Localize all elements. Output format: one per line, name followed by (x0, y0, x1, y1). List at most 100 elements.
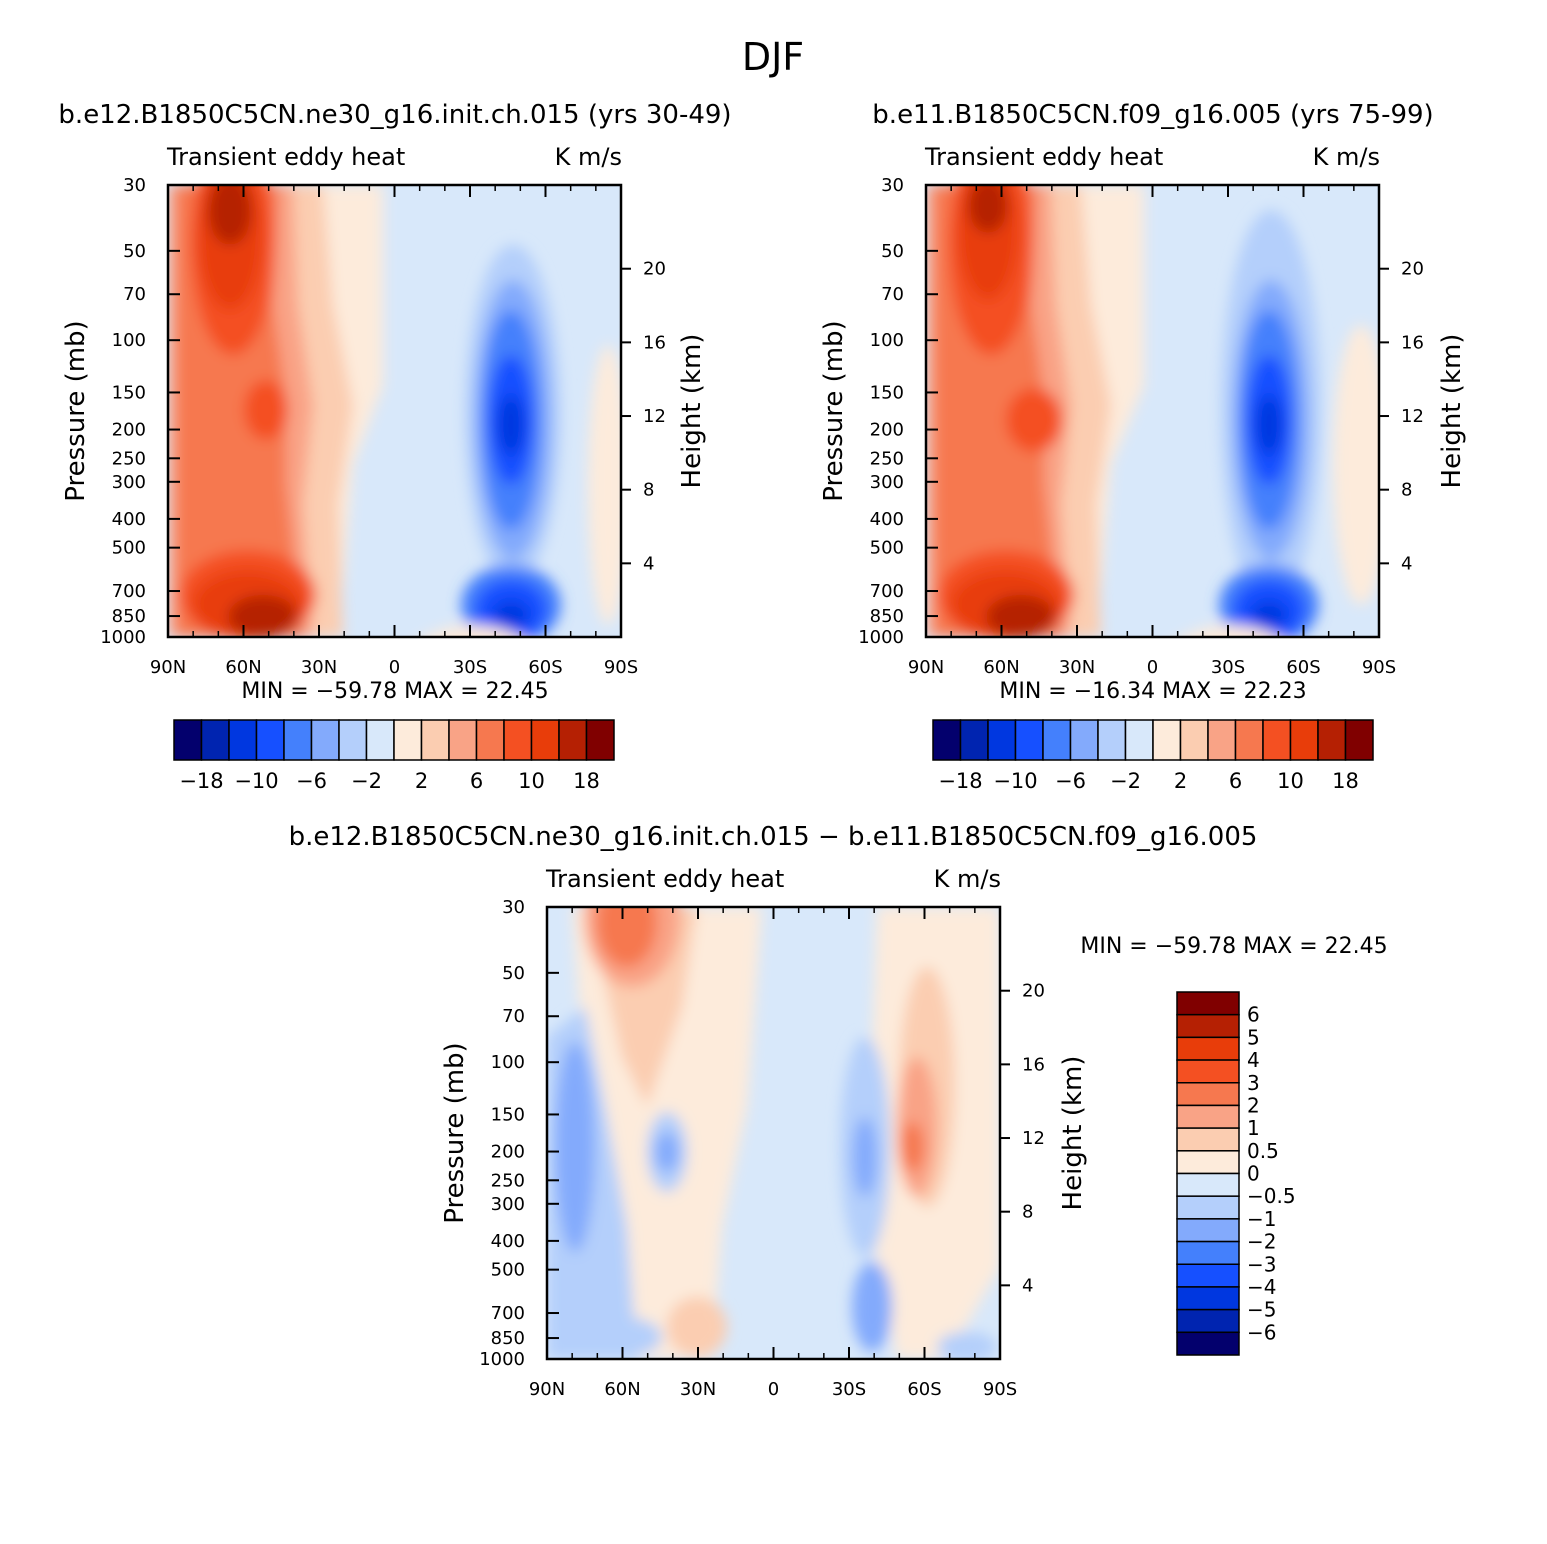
panel-3-variable-label: Transient eddy heat (545, 865, 784, 893)
panel-1-stats: MIN = −59.78 MAX = 22.45 (241, 679, 548, 704)
colorbar-swatch (530, 719, 560, 761)
y-tick-label: 100 (112, 330, 146, 351)
y2-tick-label: 8 (1401, 480, 1412, 501)
y2-tick-label: 16 (1401, 332, 1424, 353)
panel-2-axes: 90N 60N 30N 0 30S 60S 90S 30 50 70 100 150 200 250 300… (858, 175, 1424, 678)
colorbar-label: −2 (1110, 769, 1141, 793)
colorbar-label: 0 (1247, 1162, 1260, 1186)
colorbar-swatch (1152, 719, 1182, 761)
x-tick-label: 60N (225, 657, 261, 678)
x-tick-label: 90N (908, 657, 944, 678)
panel-2-variable-label: Transient eddy heat (924, 143, 1163, 171)
x-tick-label: 30N (680, 1379, 716, 1400)
panel-1-variable-label: Transient eddy heat (166, 143, 405, 171)
y-tick-label: 300 (491, 1194, 525, 1215)
x-tick-label: 90N (529, 1379, 565, 1400)
colorbar-swatch (959, 719, 989, 761)
x-tick-label: 30S (832, 1379, 866, 1400)
colorbar-swatch (1176, 1127, 1240, 1152)
x-tick-label: 60S (907, 1379, 941, 1400)
y2-tick-label: 20 (1401, 259, 1424, 280)
y2-tick-label: 12 (1022, 1128, 1045, 1149)
colorbar-swatch (475, 719, 505, 761)
y2-tick-label: 4 (1022, 1275, 1033, 1296)
x-tick-label: 0 (389, 657, 400, 678)
colorbar-label: 3 (1247, 1071, 1260, 1095)
colorbar-swatch (932, 719, 962, 761)
y2-tick-label: 16 (643, 332, 666, 353)
y-tick-label: 700 (112, 581, 146, 602)
panel-2-y-axis-title: Pressure (mb) (819, 320, 849, 501)
x-tick-label: 90S (604, 657, 638, 678)
colorbar-swatch (1176, 1172, 1240, 1197)
x-tick-label: 90N (150, 657, 186, 678)
colorbar-swatch (1234, 719, 1264, 761)
y-tick-label: 300 (112, 472, 146, 493)
panel-1-field (168, 185, 621, 637)
colorbar-swatch (283, 719, 313, 761)
panel-2-stats: MIN = −16.34 MAX = 22.23 (999, 679, 1306, 704)
panel-1-y2-axis-title: Height (km) (677, 334, 707, 489)
colorbar-swatch (1042, 719, 1072, 761)
x-tick-label: 30S (1211, 657, 1245, 678)
colorbar-swatch (1176, 1218, 1240, 1243)
colorbar-swatch (1176, 1036, 1240, 1061)
y-tick-label: 100 (870, 330, 904, 351)
colorbar-swatch (200, 719, 230, 761)
panel-1-title: b.e12.B1850C5CN.ne30_g16.init.ch.015 (yr… (58, 100, 731, 130)
y-tick-label: 250 (112, 448, 146, 469)
colorbar-label: 6 (470, 769, 483, 793)
panel-3-units-label: K m/s (934, 865, 1001, 893)
y-tick-label: 400 (491, 1231, 525, 1252)
panel-2-field (926, 185, 1379, 637)
y-tick-label: 30 (881, 175, 904, 196)
y-tick-label: 70 (123, 284, 146, 305)
y-tick-label: 500 (112, 538, 146, 559)
colorbar-label: −5 (1247, 1298, 1276, 1322)
colorbar-swatch (987, 719, 1017, 761)
colorbar-swatch (1179, 719, 1209, 761)
colorbar-swatch (1176, 1150, 1240, 1175)
y-tick-label: 200 (491, 1142, 525, 1163)
y2-tick-label: 12 (1401, 406, 1424, 427)
colorbar-label: −6 (1247, 1320, 1276, 1344)
panel-2-units-label: K m/s (1313, 143, 1380, 171)
x-tick-label: 90S (1362, 657, 1396, 678)
colorbar-label: 2 (415, 769, 428, 793)
colorbar-swatch (1069, 719, 1099, 761)
panel-2-title: b.e11.B1850C5CN.f09_g16.005 (yrs 75-99) (872, 100, 1433, 130)
colorbar-swatch (1262, 719, 1292, 761)
colorbar-label: −10 (234, 769, 278, 793)
colorbar-swatch (310, 719, 340, 761)
colorbar-swatch (1289, 719, 1319, 761)
y-tick-label: 200 (112, 420, 146, 441)
colorbar-swatch (393, 719, 423, 761)
y2-tick-label: 8 (1022, 1202, 1033, 1223)
colorbar-swatch (365, 719, 395, 761)
panel-2: b.e11.B1850C5CN.f09_g16.005 (yrs 75-99) … (819, 100, 1467, 793)
y-tick-label: 250 (491, 1170, 525, 1191)
colorbar-label: 1 (1247, 1116, 1260, 1140)
y-tick-label: 30 (502, 897, 525, 918)
colorbar-label: 10 (518, 769, 545, 793)
colorbar-swatch (1176, 1308, 1240, 1334)
x-tick-label: 0 (1147, 657, 1158, 678)
y-tick-label: 300 (870, 472, 904, 493)
colorbar-label: −1 (1247, 1207, 1276, 1231)
colorbar-label: 2 (1174, 769, 1187, 793)
y-tick-label: 1000 (100, 627, 146, 648)
panel-3-field (547, 907, 1000, 1359)
y-tick-label: 850 (112, 606, 146, 627)
y2-tick-label: 20 (643, 259, 666, 280)
panel-2-colorbar: −18 −10 −6 −2 2 6 10 18 (932, 719, 1374, 793)
colorbar-swatch (1176, 1082, 1240, 1107)
colorbar-swatch (1124, 719, 1154, 761)
colorbar-label: 5 (1247, 1025, 1260, 1049)
colorbar-label: −18 (179, 769, 223, 793)
y-tick-label: 150 (112, 382, 146, 403)
colorbar-label: 0.5 (1247, 1139, 1279, 1163)
y2-tick-label: 20 (1022, 981, 1045, 1002)
colorbar-swatch (1176, 1263, 1240, 1288)
y-tick-label: 50 (881, 241, 904, 262)
